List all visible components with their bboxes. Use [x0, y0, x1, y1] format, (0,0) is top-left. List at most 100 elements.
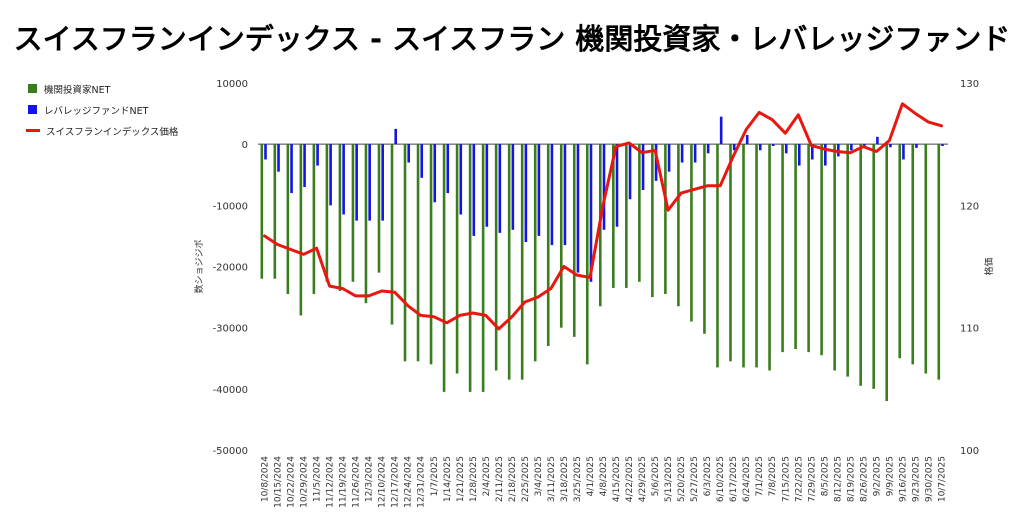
bar-leveraged — [381, 144, 384, 221]
bar-institutional — [442, 144, 446, 392]
y-tick-label: -10000 — [213, 201, 248, 212]
bar-institutional — [729, 144, 732, 362]
bar-leveraged — [498, 144, 502, 233]
y-tick-label: 10000 — [216, 79, 248, 90]
legend-label-price: スイスフランインデックス価格 — [46, 126, 179, 138]
y-tick-label: 0 — [242, 140, 248, 151]
bar-institutional — [390, 144, 394, 325]
bar-leveraged — [550, 144, 554, 246]
y-axis-label: 数ショジジポ — [193, 239, 205, 293]
bar-leveraged — [615, 144, 619, 227]
legend-item-leveraged: レバレッジファンドNET — [28, 99, 178, 120]
x-tick-label: 1/21/2025 — [456, 456, 466, 502]
chart-title: スイスフランインデックス - スイスフラン 機関投資家・レバレッジファンド — [13, 22, 1011, 56]
bar-leveraged — [459, 144, 463, 215]
x-tick-label: 6/17/2025 — [729, 456, 739, 502]
x-tick-label: 4/15/2025 — [612, 456, 622, 502]
x-tick-label: 6/10/2025 — [716, 456, 726, 502]
x-tick-label: 11/5/2024 — [313, 456, 323, 502]
bar-leveraged — [303, 144, 306, 187]
bar-leveraged — [797, 144, 801, 166]
x-tick-label: 10/7/2025 — [938, 456, 948, 502]
bar-leveraged — [902, 144, 905, 160]
bar-leveraged — [563, 144, 567, 246]
bar-institutional — [338, 144, 342, 291]
bar-institutional — [781, 144, 784, 353]
legend-label-institutional: 機関投資家NET — [44, 84, 111, 96]
bar-leveraged — [850, 144, 853, 151]
bar-institutional — [911, 144, 915, 365]
x-tick-label: 11/12/2024 — [326, 456, 336, 508]
x-tick-label: 5/20/2025 — [677, 456, 687, 502]
y-tick-label: -40000 — [213, 385, 248, 396]
bar-leveraged — [537, 144, 541, 236]
bar-institutional — [520, 144, 524, 380]
x-tick-label: 7/22/2025 — [794, 456, 804, 502]
bar-leveraged — [602, 144, 606, 230]
bar-institutional — [872, 144, 875, 389]
bar-institutional — [859, 144, 862, 386]
bar-institutional — [807, 144, 810, 353]
bar-institutional — [572, 144, 576, 337]
x-tick-label: 2/11/2025 — [495, 456, 505, 502]
x-tick-label: 4/8/2025 — [599, 456, 609, 496]
bar-leveraged — [667, 144, 671, 172]
bar-institutional — [742, 144, 745, 368]
x-tick-label: 5/27/2025 — [690, 456, 700, 502]
x-tick-label: 9/16/2025 — [898, 456, 908, 502]
x-tick-label: 8/12/2025 — [833, 456, 843, 502]
bar-leveraged — [706, 144, 710, 154]
bar-institutional — [260, 144, 264, 279]
x-tick-label: 1/28/2025 — [469, 456, 479, 502]
bar-leveraged — [576, 144, 580, 273]
x-tick-label: 10/8/2024 — [261, 456, 271, 502]
bar-institutional — [507, 144, 511, 380]
bar-leveraged — [680, 144, 684, 163]
bar-institutional — [494, 144, 498, 371]
bar-leveraged — [290, 144, 293, 194]
bar-institutional — [703, 144, 706, 334]
x-tick-label: 12/17/2024 — [391, 456, 401, 508]
bar-leveraged — [628, 144, 632, 200]
x-tick-label: 10/29/2024 — [300, 456, 310, 508]
x-tick-label: 3/18/2025 — [560, 456, 570, 502]
y2-axis-label: 格価 — [983, 257, 995, 275]
x-tick-label: 9/23/2025 — [912, 456, 922, 502]
bar-leveraged — [641, 144, 645, 191]
x-tick-label: 7/15/2025 — [781, 456, 791, 502]
bar-leveraged — [420, 144, 424, 178]
bar-institutional — [286, 144, 290, 295]
x-tick-label: 3/11/2025 — [547, 456, 557, 502]
x-tick-label: 1/14/2025 — [443, 456, 453, 502]
bar-institutional — [885, 144, 889, 402]
x-tick-label: 10/22/2024 — [287, 456, 297, 508]
bar-institutional — [716, 144, 719, 368]
x-tick-label: 3/4/2025 — [534, 456, 544, 496]
x-tick-label: 8/26/2025 — [859, 456, 869, 502]
bar-leveraged — [342, 144, 345, 215]
bar-leveraged — [277, 144, 280, 172]
x-tick-label: 10/15/2024 — [274, 456, 284, 508]
bar-institutional — [429, 144, 433, 365]
bar-institutional — [651, 144, 654, 298]
bar-institutional — [403, 144, 407, 362]
bar-leveraged — [784, 144, 788, 154]
bar-institutional — [468, 144, 472, 392]
x-tick-label: 7/1/2025 — [755, 456, 765, 496]
bar-institutional — [481, 144, 485, 392]
bar-leveraged — [915, 144, 918, 148]
bar-institutional — [273, 144, 277, 279]
bar-institutional — [768, 144, 771, 371]
bar-institutional — [612, 144, 615, 288]
bar-institutional — [898, 144, 902, 359]
bar-institutional — [364, 144, 368, 304]
bar-institutional — [312, 144, 316, 295]
bar-leveraged — [433, 144, 437, 203]
bar-leveraged — [264, 144, 267, 160]
bar-institutional — [677, 144, 680, 307]
x-tick-label: 5/6/2025 — [651, 456, 661, 496]
bar-leveraged — [654, 144, 658, 181]
bar-leveraged — [876, 136, 879, 145]
x-tick-label: 9/9/2025 — [885, 456, 895, 496]
x-tick-label: 9/2/2025 — [872, 456, 882, 496]
